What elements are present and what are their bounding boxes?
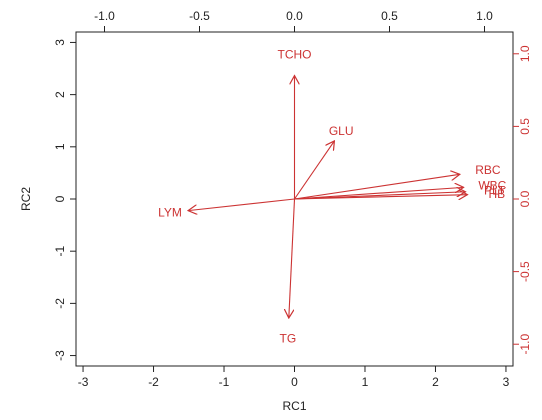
x-tick-label: -3 [78, 375, 89, 389]
vector-label-hb: HB [488, 187, 505, 201]
vector-label-rbc: RBC [475, 163, 501, 177]
y-tick-label: 3 [53, 39, 67, 46]
y-tick-label: -3 [53, 350, 67, 361]
vector-label-glu: GLU [329, 124, 354, 138]
top-tick-label: 0.5 [381, 9, 398, 23]
y-tick-label: -2 [53, 298, 67, 309]
y-tick-label: 2 [53, 91, 67, 98]
y-tick-label: 0 [53, 195, 67, 202]
vector-label-wbc: WBC [478, 178, 506, 192]
right-tick-label: -1.0 [518, 334, 532, 355]
right-tick-label: 1.0 [518, 45, 532, 62]
x-axis-title: RC1 [282, 399, 306, 413]
vector-label-tcho: TCHO [278, 48, 312, 62]
x-tick-label: 2 [432, 375, 439, 389]
top-tick-label: 0.0 [286, 9, 303, 23]
right-tick-label: -0.5 [518, 261, 532, 282]
vector-arrow-glu [294, 141, 335, 200]
x-tick-label: 1 [362, 375, 369, 389]
vector-arrow-lym [188, 198, 295, 211]
vector-arrow-rbc [294, 174, 460, 200]
vector-arrow-tg [289, 198, 296, 318]
right-tick-label: 0.5 [518, 118, 532, 135]
vector-label-tg: TG [279, 331, 296, 345]
vector-arrow-hb [294, 195, 468, 199]
x-tick-label: -2 [148, 375, 159, 389]
vector-label-plt: PLT [484, 184, 506, 198]
top-tick-label: -1.0 [94, 9, 115, 23]
right-tick-label: 0.0 [518, 190, 532, 207]
x-tick-label: -1 [219, 375, 230, 389]
top-tick-label: -0.5 [189, 9, 210, 23]
y-tick-label: 1 [53, 143, 67, 150]
top-tick-label: 1.0 [476, 9, 493, 23]
vector-arrow-wbc [294, 187, 464, 200]
x-tick-label: 3 [503, 375, 510, 389]
vector-label-lym: LYM [158, 206, 182, 220]
y-axis-title: RC2 [19, 187, 33, 211]
y-tick-label: -1 [53, 246, 67, 257]
x-tick-label: 0 [291, 375, 298, 389]
